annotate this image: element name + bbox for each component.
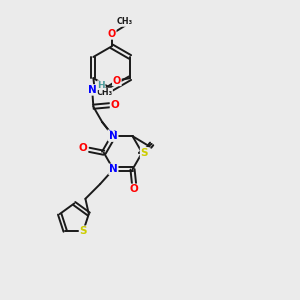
Text: O: O bbox=[110, 100, 119, 110]
Text: CH₃: CH₃ bbox=[117, 17, 133, 26]
Text: O: O bbox=[108, 29, 116, 39]
Text: N: N bbox=[109, 131, 118, 141]
Text: N: N bbox=[108, 130, 117, 140]
Text: S: S bbox=[80, 226, 87, 236]
Text: H: H bbox=[98, 81, 105, 90]
Text: S: S bbox=[141, 148, 148, 158]
Text: O: O bbox=[79, 143, 88, 153]
Text: N: N bbox=[109, 164, 118, 174]
Text: O: O bbox=[130, 184, 138, 194]
Text: O: O bbox=[113, 76, 121, 85]
Text: N: N bbox=[88, 85, 97, 95]
Text: CH₃: CH₃ bbox=[96, 88, 112, 97]
